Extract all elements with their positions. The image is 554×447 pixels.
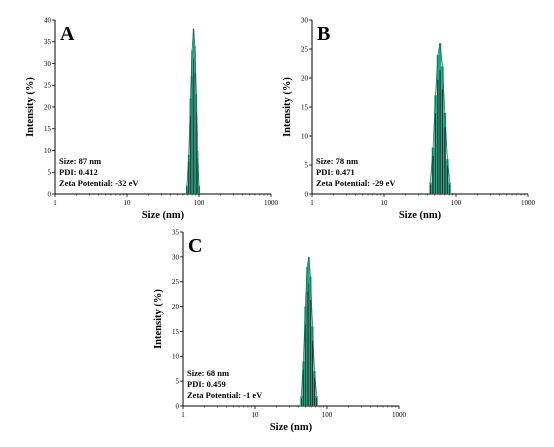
annotation-text: Zeta Potential: -1 eV [187, 390, 263, 400]
y-tick-label: 5 [176, 378, 180, 386]
y-tick-label: 20 [301, 74, 309, 82]
distribution-bar-core [314, 377, 316, 406]
distribution-bar-core [316, 397, 318, 406]
y-tick-label: 0 [48, 190, 52, 198]
y-tick-label: 35 [172, 228, 180, 236]
y-tick-label: 0 [176, 402, 180, 410]
distribution-bar-core [439, 70, 441, 194]
y-tick-label: 30 [301, 16, 309, 24]
distribution-bar-core [188, 161, 190, 194]
panel-label: B [317, 23, 330, 45]
y-axis-title: Intensity (%) [153, 289, 164, 349]
distribution-bar-core [198, 186, 200, 194]
distribution-bar-core [437, 79, 439, 194]
y-tick-label: 20 [172, 303, 180, 311]
y-tick-label: 10 [301, 132, 309, 140]
distribution-bar-core [197, 158, 199, 194]
distribution-bar-core [193, 58, 194, 195]
panel-a: 1 10 100 1000 0 5 10 15 20 25 30 35 40 Size (nm) Inten… [25, 16, 279, 221]
x-axis-title: Size (nm) [142, 210, 185, 221]
x-tick-label: 1 [181, 411, 185, 419]
y-tick-label: 35 [44, 38, 52, 46]
distribution-bar-core [306, 291, 308, 406]
y-tick-label: 25 [44, 82, 52, 90]
annotation-text: PDI: 0.459 [187, 379, 226, 389]
y-tick-label: 10 [44, 147, 52, 155]
distribution-bar-core [186, 186, 188, 194]
panel-label: C [188, 235, 202, 257]
x-tick-label: 1000 [521, 199, 536, 207]
annotation-text: Size: 68 nm [187, 368, 229, 378]
annotation-text: Size: 78 nm [316, 156, 358, 166]
distribution-bar-core [196, 111, 197, 194]
distribution-bar-core [312, 340, 314, 406]
x-tick-label: 10 [252, 411, 260, 419]
x-tick-label: 1 [310, 199, 314, 207]
x-axis-title: Size (nm) [270, 422, 313, 433]
x-tick-label: 10 [124, 199, 132, 207]
distribution-outline [429, 43, 451, 183]
distribution-bar-core [444, 127, 446, 194]
distribution-bar-core [304, 324, 306, 406]
y-tick-label: 20 [44, 103, 52, 111]
x-tick-label: 100 [451, 199, 462, 207]
x-tick-label: 100 [194, 199, 205, 207]
panel-label: A [60, 23, 75, 45]
y-axis-title: Intensity (%) [282, 77, 293, 137]
y-tick-label: 30 [172, 253, 180, 261]
distribution-bar-core [308, 283, 310, 406]
y-tick-label: 15 [44, 125, 52, 133]
y-tick-label: 40 [44, 16, 52, 24]
panel-c: 1 10 100 1000 0 5 10 15 20 25 30 35 Size (nm) Intensi… [153, 228, 407, 433]
x-axis-title: Size (nm) [399, 210, 442, 221]
distribution-bar-core [434, 113, 437, 194]
annotation-text: PDI: 0.412 [59, 167, 98, 177]
distribution-bar-core [432, 155, 434, 194]
distribution-bar-core [194, 72, 196, 194]
distribution-bar-core [189, 115, 191, 194]
y-tick-label: 5 [305, 161, 309, 169]
distribution-bar-core [449, 184, 451, 194]
y-axis-title: Intensity (%) [25, 77, 36, 137]
y-tick-label: 30 [44, 60, 52, 68]
x-tick-label: 10 [381, 199, 389, 207]
y-tick-label: 5 [48, 169, 52, 177]
y-tick-label: 15 [301, 103, 309, 111]
y-tick-label: 10 [172, 353, 180, 361]
panel-b: 1 10 100 1000 0 5 10 15 20 25 30 Size (nm) Intensity… [282, 16, 536, 221]
y-tick-label: 25 [172, 278, 180, 286]
y-tick-label: 25 [301, 45, 309, 53]
distribution-bar-core [302, 369, 304, 406]
x-tick-label: 1000 [264, 199, 279, 207]
distribution-outline [300, 256, 318, 397]
y-tick-label: 15 [172, 328, 180, 336]
distribution-bar-core [446, 165, 448, 194]
distribution-bar-core [441, 89, 444, 194]
distribution-bar-core [429, 184, 432, 194]
x-tick-label: 1000 [392, 411, 407, 419]
x-tick-label: 1 [53, 199, 57, 207]
annotation-text: Zeta Potential: -32 eV [59, 178, 139, 188]
distribution-bar-core [310, 300, 312, 406]
x-tick-label: 100 [322, 411, 333, 419]
distribution-bar-core [300, 397, 302, 406]
annotation-text: Size: 87 nm [59, 156, 101, 166]
annotation-text: Zeta Potential: -29 eV [316, 178, 396, 188]
y-tick-label: 0 [305, 190, 309, 198]
distribution-outline [186, 28, 200, 186]
distribution-bar-core [191, 76, 193, 194]
annotation-text: PDI: 0.471 [316, 167, 355, 177]
